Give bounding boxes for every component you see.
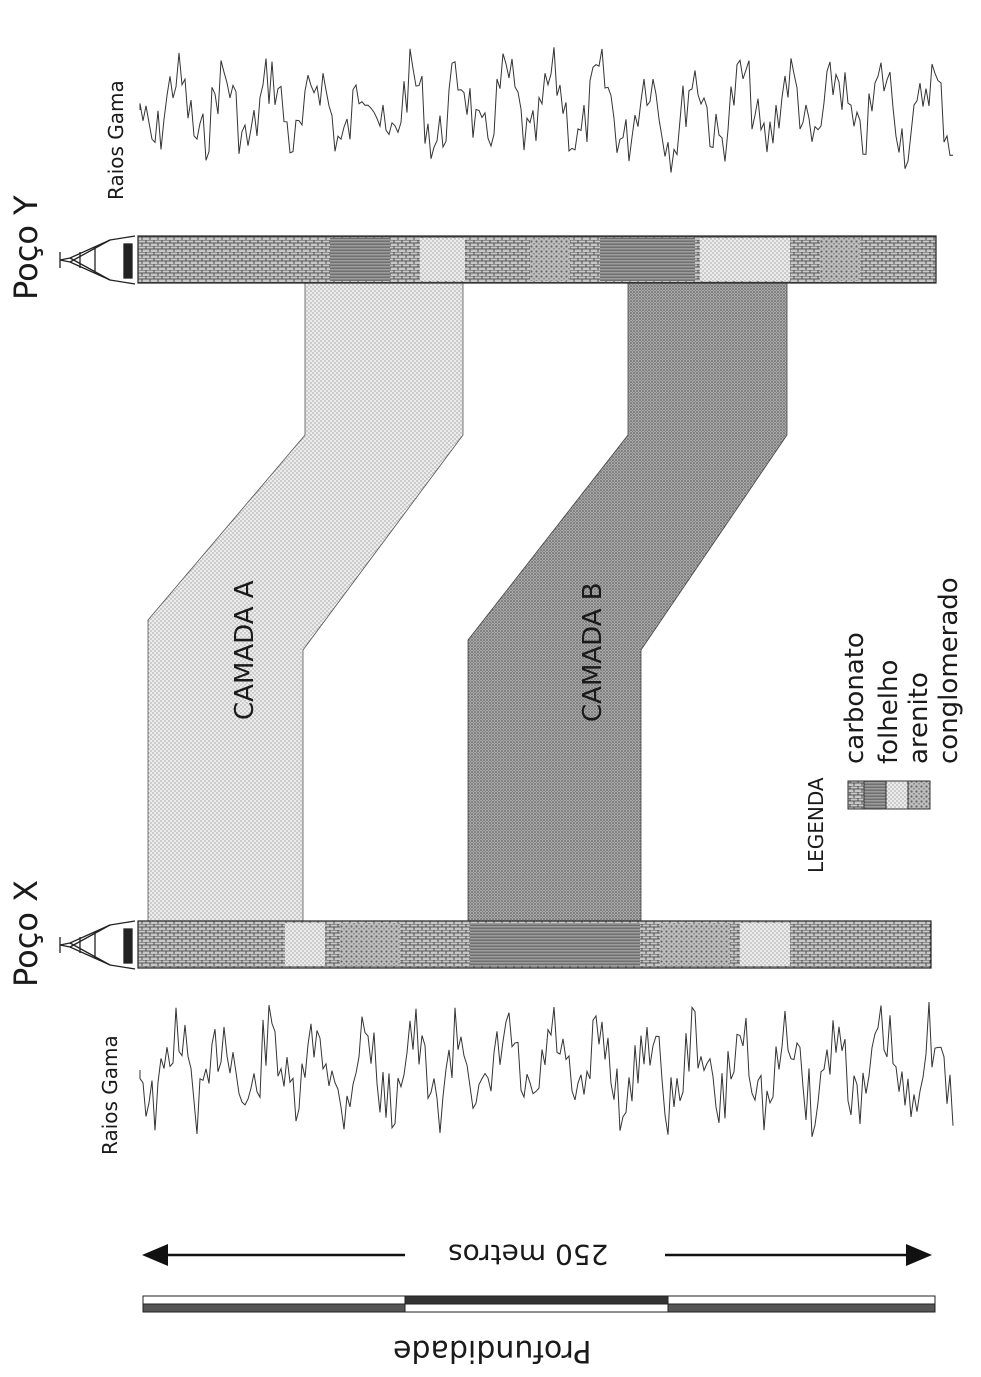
legend-swatch-conglomerado <box>907 780 931 810</box>
depth-scale-bar <box>142 1295 936 1313</box>
well-y-label: Poço Y <box>7 195 45 300</box>
legend-item-carbonato: carbonato <box>840 632 870 764</box>
legend-swatch-arenito <box>885 780 909 810</box>
legend-swatch-carbonato <box>847 780 865 810</box>
layer-b-band <box>467 282 788 922</box>
scale-arrows <box>142 1244 932 1266</box>
legend-item-folhelho: folhelho <box>874 659 904 764</box>
gamma-label-top: Raios Gama <box>104 80 128 200</box>
distance-label: 250 metros <box>448 1238 609 1271</box>
derrick-y-icon <box>59 235 136 285</box>
depth-label: Profundidade <box>393 1333 592 1368</box>
legend-title: LEGENDA <box>804 777 828 873</box>
layer-a-band <box>147 282 464 922</box>
legend-swatches <box>847 780 931 810</box>
layer-b-label: CAMADA B <box>578 582 608 722</box>
legend-item-arenito: arenito <box>904 672 934 764</box>
gamma-ray-log-bottom <box>139 1001 954 1137</box>
legend-item-conglomerado: conglomerado <box>934 577 964 764</box>
well-x-label: Poço X <box>7 880 45 987</box>
well-x-column <box>137 920 932 969</box>
well-y-column <box>137 235 937 284</box>
gamma-ray-log-top <box>139 47 954 173</box>
gamma-label-bottom: Raios Gama <box>98 1035 122 1155</box>
derrick-x-icon <box>59 920 136 970</box>
legend-swatch-folhelho <box>863 780 887 810</box>
layer-a-label: CAMADA A <box>230 580 260 720</box>
